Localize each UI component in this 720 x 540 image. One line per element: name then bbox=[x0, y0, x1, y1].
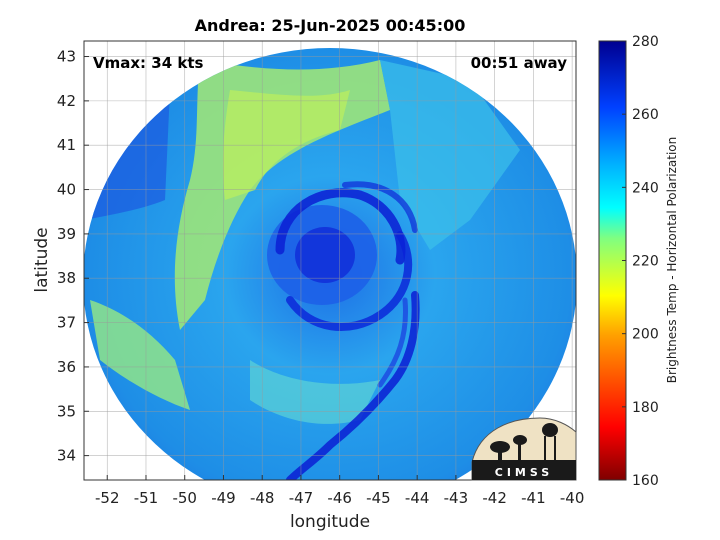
x-tick-label: -41 bbox=[521, 489, 546, 507]
y-axis-ticks: 34 35 36 37 38 39 40 41 42 43 bbox=[57, 48, 89, 465]
x-tick-label: -42 bbox=[482, 489, 507, 507]
x-axis-ticks: -52 -51 -50 -49 -48 -47 -46 -45 -44 -43 -42 -41 -40 bbox=[95, 475, 584, 507]
y-tick-label: 43 bbox=[57, 48, 76, 66]
colorbar-tick-label: 160 bbox=[632, 473, 659, 489]
vmax-label: Vmax: 34 kts bbox=[93, 54, 203, 72]
map-title: Andrea: 25-Jun-2025 00:45:00 bbox=[195, 16, 466, 35]
y-tick-label: 40 bbox=[57, 181, 76, 199]
x-tick-label: -46 bbox=[327, 489, 352, 507]
grid-lines bbox=[84, 41, 576, 480]
colorbar bbox=[598, 40, 627, 481]
x-tick-label: -44 bbox=[405, 489, 430, 507]
colorbar-tick-label: 240 bbox=[632, 180, 659, 196]
y-tick-label: 36 bbox=[57, 358, 76, 376]
y-tick-label: 41 bbox=[57, 136, 76, 154]
x-axis-label: longitude bbox=[290, 512, 370, 532]
y-tick-label: 37 bbox=[57, 314, 76, 332]
y-tick-label: 34 bbox=[57, 447, 76, 465]
y-tick-label: 42 bbox=[57, 92, 76, 110]
x-tick-label: -40 bbox=[560, 489, 585, 507]
colorbar-ticks: 160 180 200 220 240 260 280 bbox=[622, 34, 659, 489]
colorbar-tick-label: 220 bbox=[632, 254, 659, 270]
colorbar-tick-label: 200 bbox=[632, 327, 659, 343]
plot-frame bbox=[83, 40, 577, 481]
x-tick-label: -45 bbox=[366, 489, 391, 507]
x-tick-label: -49 bbox=[211, 489, 236, 507]
away-label: 00:51 away bbox=[471, 54, 568, 72]
x-tick-label: -50 bbox=[172, 489, 197, 507]
y-tick-label: 38 bbox=[57, 269, 76, 287]
y-axis-label: latitude bbox=[32, 227, 52, 292]
logo-text: CIMSS bbox=[495, 466, 553, 479]
cimss-logo: CIMSS bbox=[471, 417, 577, 481]
y-tick-label: 35 bbox=[57, 402, 76, 420]
x-tick-label: -43 bbox=[444, 489, 469, 507]
x-tick-label: -48 bbox=[250, 489, 275, 507]
colorbar-tick-label: 260 bbox=[632, 107, 659, 123]
colorbar-tick-label: 180 bbox=[632, 400, 659, 416]
y-tick-label: 39 bbox=[57, 225, 76, 243]
colorbar-tick-label: 280 bbox=[632, 34, 659, 50]
colorbar-label: Brightness Temp - Horizontal Polarizatio… bbox=[665, 137, 679, 384]
x-tick-label: -52 bbox=[95, 489, 120, 507]
x-tick-label: -47 bbox=[289, 489, 314, 507]
x-tick-label: -51 bbox=[134, 489, 159, 507]
